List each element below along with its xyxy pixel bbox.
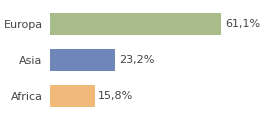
Bar bbox=[50, 49, 115, 71]
Text: 61,1%: 61,1% bbox=[225, 19, 260, 29]
Bar bbox=[50, 85, 95, 107]
Text: 15,8%: 15,8% bbox=[98, 91, 133, 101]
Bar bbox=[50, 13, 221, 35]
Text: 23,2%: 23,2% bbox=[119, 55, 154, 65]
